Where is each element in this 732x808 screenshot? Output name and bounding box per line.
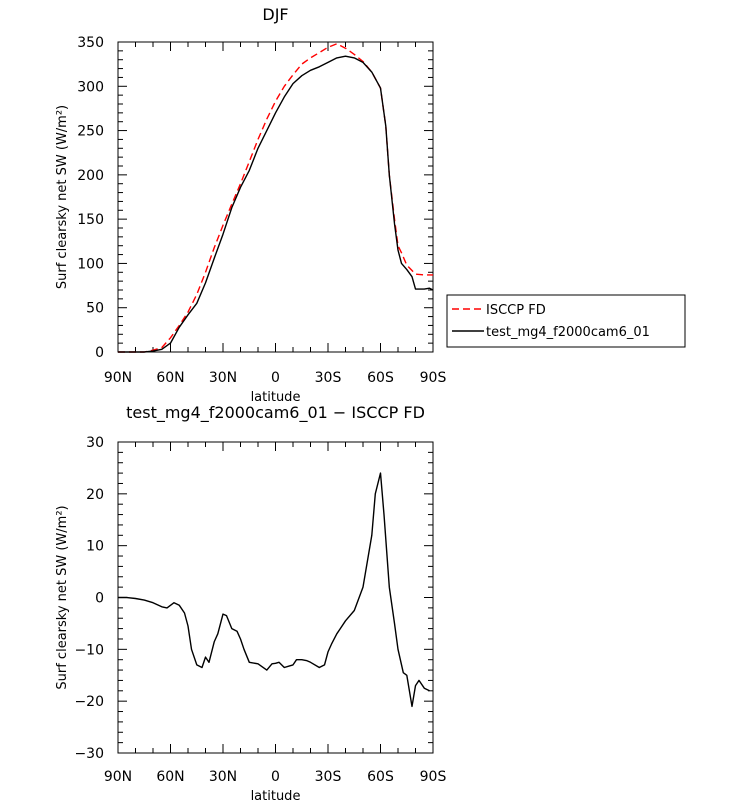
legend-box	[446, 294, 686, 348]
x-tick-label: 90N	[104, 370, 132, 386]
y-tick-label: 200	[77, 168, 104, 184]
x-axis-label: latitude	[251, 789, 301, 804]
y-axis-label: Surf clearsky net SW (W/m²)	[55, 505, 70, 689]
plot-frame	[117, 441, 434, 754]
y-tick-label: 10	[86, 539, 104, 555]
x-tick-label: 30S	[315, 769, 342, 785]
y-tick-label: 250	[77, 124, 104, 140]
y-tick-label: 50	[86, 301, 104, 317]
chart-title: DJF	[262, 5, 288, 24]
series-line-isccp-fd	[118, 43, 433, 353]
x-tick-label: 0	[271, 769, 280, 785]
x-tick-label: 60S	[367, 370, 394, 386]
x-tick-label: 90S	[420, 370, 447, 386]
x-tick-label: 60S	[367, 769, 394, 785]
series-line-difference	[118, 472, 430, 708]
y-tick-label: −30	[74, 746, 104, 762]
y-tick-label: 300	[77, 79, 104, 95]
x-axis-label: latitude	[251, 390, 301, 405]
bottom-panel: test_mg4_f2000cam6_01 − ISCCP FD 90N 60N 30…	[55, 403, 446, 804]
top-panel: DJF 90N 60N 30N 0 30S 60S 90S 0 50 100 150 200 250 300…	[55, 5, 446, 405]
x-tick-label: 0	[271, 370, 280, 386]
x-tick-label: 30S	[315, 370, 342, 386]
y-tick-label: 350	[77, 35, 104, 51]
y-tick-label: 0	[95, 591, 104, 607]
y-tick-label: 150	[77, 212, 104, 228]
x-tick-label: 60N	[156, 370, 184, 386]
y-tick-label: 30	[86, 435, 104, 451]
plot-frame	[117, 41, 434, 353]
y-axis-label: Surf clearsky net SW (W/m²)	[55, 105, 70, 289]
legend: ISCCP FD test_mg4_f2000cam6_01	[446, 294, 686, 348]
y-tick-label: −10	[74, 642, 104, 658]
legend-label: ISCCP FD	[486, 303, 546, 318]
x-tick-label: 90N	[104, 769, 132, 785]
chart-title: test_mg4_f2000cam6_01 − ISCCP FD	[126, 403, 425, 423]
x-tick-label: 30N	[209, 769, 237, 785]
y-tick-label: 0	[95, 345, 104, 361]
x-tick-label: 90S	[420, 769, 447, 785]
y-tick-label: −20	[74, 694, 104, 710]
series-line-test-mg4-f2000cam6-01	[118, 55, 434, 353]
x-tick-label: 60N	[156, 769, 184, 785]
legend-label: test_mg4_f2000cam6_01	[486, 325, 650, 340]
y-tick-label: 20	[86, 487, 104, 503]
y-tick-label: 100	[77, 256, 104, 272]
x-tick-label: 30N	[209, 370, 237, 386]
